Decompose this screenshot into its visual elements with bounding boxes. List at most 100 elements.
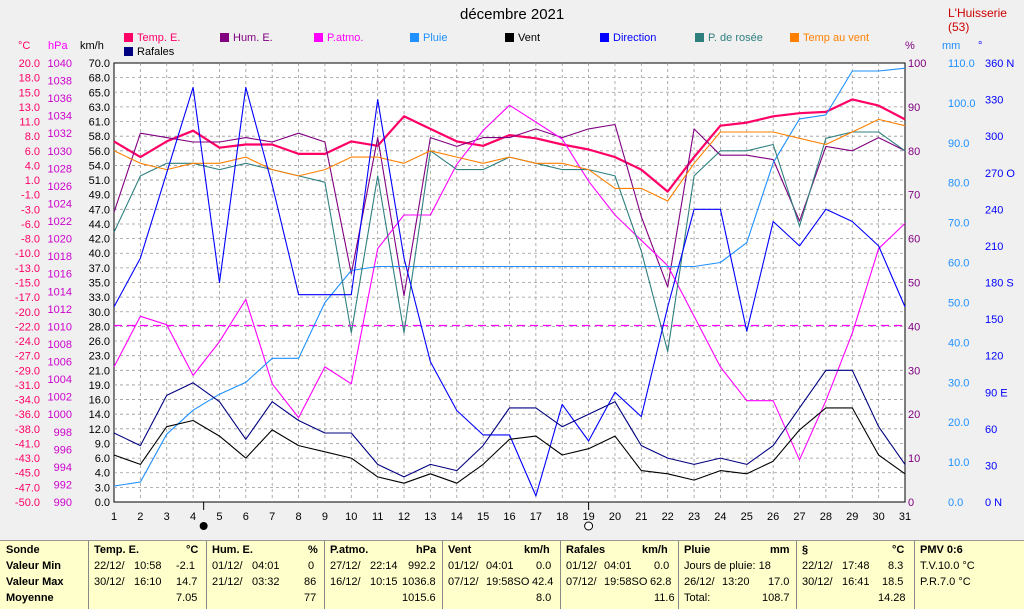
tick-label-temp: -41.0 <box>15 438 40 450</box>
tick-label-temp: -45.0 <box>15 468 40 480</box>
tick-label-press: 1030 <box>48 146 72 158</box>
tick-label-press: 998 <box>54 427 72 439</box>
dew-unit: °C <box>892 544 905 556</box>
rain-total-val: 108.7 <box>762 592 790 604</box>
tick-label-rain: 10.0 <box>948 457 969 469</box>
rain-max-val: 17.0 <box>768 576 790 588</box>
summary-table: Sonde Valeur Min Valeur Max Moyenne Temp… <box>0 540 1024 609</box>
tick-label-press: 1026 <box>48 181 72 193</box>
tick-label-wind: 58.0 <box>89 131 110 143</box>
tick-label-hum: 30 <box>908 365 920 377</box>
legend-item-4: Vent <box>505 32 540 44</box>
dew-max-date: 30/12/ <box>802 576 833 588</box>
tick-label-wind: 6.0 <box>95 453 110 465</box>
x-tick-label: 6 <box>243 511 249 523</box>
summary-wind: Vent km/h 01/12/ 04:01 0.0 07/12/ 19:58S… <box>448 541 558 609</box>
x-tick-label: 10 <box>345 511 357 523</box>
tick-label-temp: -22.0 <box>15 321 40 333</box>
tick-label-temp: -38.0 <box>15 424 40 436</box>
tick-label-temp: -36.0 <box>15 409 40 421</box>
x-tick-label: 18 <box>556 511 568 523</box>
tick-label-wind: 47.0 <box>89 204 110 216</box>
tick-label-temp: 15.0 <box>19 87 40 99</box>
tick-label-dir: 120 <box>985 351 1003 363</box>
axis-header-dir: ° <box>978 40 983 52</box>
wind-unit: km/h <box>524 544 550 556</box>
x-tick-label: 15 <box>477 511 489 523</box>
press-min-time: 22:14 <box>370 560 398 572</box>
dew-min-time: 17:48 <box>842 560 870 572</box>
wind-max-date: 07/12/ <box>448 576 479 588</box>
tick-label-temp: -10.0 <box>15 248 40 260</box>
tick-label-temp: -13.0 <box>15 263 40 275</box>
press-min-val: 992.2 <box>408 560 436 572</box>
legend-label: Temp au vent <box>803 32 870 44</box>
chart-area: 20.0 18.0 15.0 13.0 11.0 8.0 6.0 4.0 1.0 -1.0 -3.0… <box>15 6 1015 531</box>
legend-item-5: Direction <box>600 32 656 44</box>
x-tick-label: 28 <box>820 511 832 523</box>
legend-swatch-icon <box>600 33 609 42</box>
legend-item-7: Temp au vent <box>790 32 869 44</box>
x-tick-label: 12 <box>398 511 410 523</box>
tick-label-press: 1006 <box>48 357 72 369</box>
summary-press: P.atmo. hPa 27/12/ 22:14 992.2 16/12/ 10… <box>330 541 440 609</box>
summary-hum: Hum. E. % 01/12/ 04:01 0 21/12/ 03:32 86… <box>212 541 322 609</box>
tick-label-wind: 23.0 <box>89 351 110 363</box>
x-tick-label: 21 <box>635 511 647 523</box>
wind-max-val: 42.4 <box>532 576 554 588</box>
tick-label-wind: 40.0 <box>89 248 110 260</box>
legend-item-8: Rafales <box>124 46 174 58</box>
summary-dew: § °C 22/12/ 17:48 8.3 30/12/ 16:41 18.5 … <box>802 541 910 609</box>
press-max-val: 1036.8 <box>402 576 436 588</box>
tick-label-temp: 11.0 <box>19 117 40 129</box>
x-tick-label: 5 <box>216 511 222 523</box>
chart-title: décembre 2021 <box>460 6 565 23</box>
tick-label-hum: 70 <box>908 190 920 202</box>
tick-label-press: 1018 <box>48 251 72 263</box>
tick-label-dir: 210 <box>985 241 1003 253</box>
x-tick-label: 30 <box>873 511 885 523</box>
axis-header-hum: % <box>905 40 915 52</box>
x-tick-label: 9 <box>322 511 328 523</box>
tick-label-temp: -6.0 <box>21 219 40 231</box>
hum-title: Hum. E. <box>212 544 253 556</box>
gust-min-date: 01/12/ <box>566 560 597 572</box>
tick-label-temp: -24.0 <box>15 336 40 348</box>
series-line-rafales <box>113 369 906 478</box>
tick-label-press: 994 <box>54 462 72 474</box>
tick-label-dir: 0 N <box>985 497 1002 509</box>
tick-label-wind: 3.0 <box>95 482 110 494</box>
x-tick-label: 20 <box>609 511 621 523</box>
pmv-pr: P.R.7.0 °C <box>920 576 971 588</box>
legend-swatch-icon <box>220 33 229 42</box>
rain-unit: mm <box>770 544 790 556</box>
tick-label-press: 996 <box>54 444 72 456</box>
hum-max-time: 03:32 <box>252 576 280 588</box>
press-max-date: 16/12/ <box>330 576 361 588</box>
x-tick-label: 29 <box>846 511 858 523</box>
tick-label-press: 1020 <box>48 234 72 246</box>
tick-label-temp: 1.0 <box>25 175 40 187</box>
series-line-pluie <box>113 67 906 487</box>
rain-total-label: Total: <box>684 592 711 604</box>
x-tick-label: 24 <box>714 511 726 523</box>
gust-max-val: 62.8 <box>650 576 672 588</box>
tick-label-rain: 0.0 <box>948 497 963 509</box>
x-tick-label: 3 <box>164 511 170 523</box>
legend-label: P.atmo. <box>327 32 364 44</box>
tick-label-temp: 4.0 <box>25 160 40 172</box>
legend-item-3: Pluie <box>410 32 447 44</box>
legend-label: Hum. E. <box>233 32 273 44</box>
legend-item-0: Temp. E. <box>124 32 180 44</box>
summary-row-labels: Sonde Valeur Min Valeur Max Moyenne <box>6 541 86 609</box>
x-tick-label: 8 <box>296 511 302 523</box>
gust-max-date: 07/12/ <box>566 576 597 588</box>
tick-label-dir: 300 <box>985 131 1003 143</box>
tick-label-press: 1024 <box>48 198 72 210</box>
gust-max-time: 19:58SO <box>604 576 648 588</box>
tick-label-wind: 33.0 <box>89 292 110 304</box>
tick-label-wind: 49.0 <box>89 190 110 202</box>
summary-rain: Pluie mm Jours de pluie: 18 26/12/ 13:20… <box>684 541 794 609</box>
row-label-sonde: Sonde <box>6 544 40 556</box>
tick-label-hum: 80 <box>908 146 920 158</box>
